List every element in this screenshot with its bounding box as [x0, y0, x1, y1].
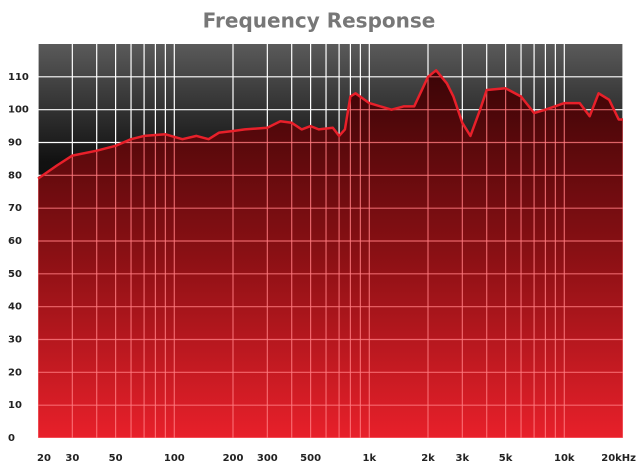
x-tick-label: 3k	[456, 453, 470, 464]
x-tick-label: 20kHz	[601, 453, 636, 464]
x-tick-label: 200	[223, 453, 244, 464]
y-tick-label: 80	[8, 170, 22, 181]
y-tick-label: 60	[8, 236, 22, 247]
x-tick-label: 300	[257, 453, 278, 464]
y-tick-label: 100	[8, 105, 29, 116]
x-tick-label: 50	[109, 453, 123, 464]
x-tick-label: 500	[300, 453, 321, 464]
y-tick-label: 110	[8, 72, 29, 83]
y-tick-label: 0	[8, 433, 15, 444]
area-fill	[38, 70, 623, 439]
y-tick-label: 20	[8, 367, 22, 378]
x-tick-label: 1k	[362, 453, 376, 464]
x-tick-label: 10k	[554, 453, 575, 464]
y-tick-label: 70	[8, 203, 22, 214]
chart-title: Frequency Response	[203, 9, 436, 33]
x-tick-label: 2k	[421, 453, 435, 464]
response-line	[37, 69, 623, 180]
y-tick-label: 40	[8, 302, 22, 313]
y-tick-label: 30	[8, 335, 22, 346]
y-tick-label: 90	[8, 138, 22, 149]
y-tick-label: 10	[8, 400, 22, 411]
x-tick-label: 100	[164, 453, 185, 464]
x-tick-label: 30	[65, 453, 79, 464]
y-tick-label: 50	[8, 269, 22, 280]
x-tick-label: 20	[37, 453, 51, 464]
x-tick-label: 5k	[499, 453, 513, 464]
